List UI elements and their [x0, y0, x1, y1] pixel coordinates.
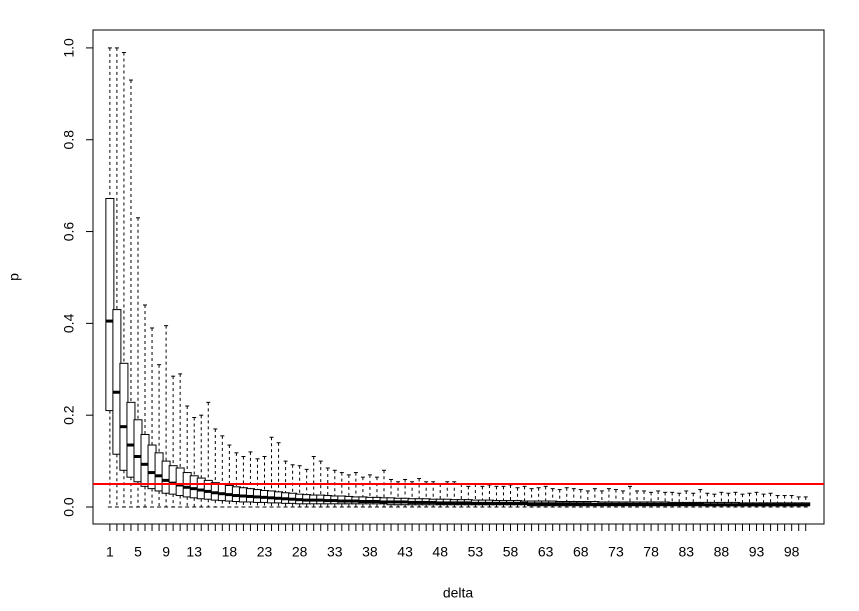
x-tick-label: 98	[784, 544, 800, 560]
x-tick-label: 78	[643, 544, 659, 560]
x-tick-label: 43	[397, 544, 413, 560]
box	[105, 197, 115, 412]
x-tick-label: 58	[503, 544, 519, 560]
y-tick-label: 0.2	[61, 405, 77, 425]
y-tick-label: 0.4	[61, 313, 77, 333]
x-tick-label: 93	[749, 544, 765, 560]
x-tick-label: 23	[257, 544, 273, 560]
x-tick-label: 33	[327, 544, 343, 560]
y-tick-label: 1.0	[61, 38, 77, 58]
y-tick-label: 0.0	[61, 497, 77, 517]
x-tick-label: 13	[186, 544, 202, 560]
plot-frame	[92, 29, 825, 525]
x-tick-label: 73	[608, 544, 624, 560]
y-tick-label: 0.8	[61, 130, 77, 150]
x-tick-label: 88	[714, 544, 730, 560]
x-tick-label: 28	[292, 544, 308, 560]
x-tick-label: 63	[538, 544, 554, 560]
x-tick-label: 1	[106, 544, 114, 560]
x-tick-label: 38	[362, 544, 378, 560]
x-tick-label: 48	[432, 544, 448, 560]
x-tick-label: 5	[134, 544, 142, 560]
y-tick-label: 0.6	[61, 222, 77, 242]
y-axis-label: p	[6, 273, 22, 281]
x-tick-label: 53	[468, 544, 484, 560]
x-tick-label: 18	[222, 544, 238, 560]
x-axis-label: delta	[443, 585, 474, 601]
x-tick-label: 83	[678, 544, 694, 560]
x-tick-label: 68	[573, 544, 589, 560]
x-tick-label: 9	[162, 544, 170, 560]
